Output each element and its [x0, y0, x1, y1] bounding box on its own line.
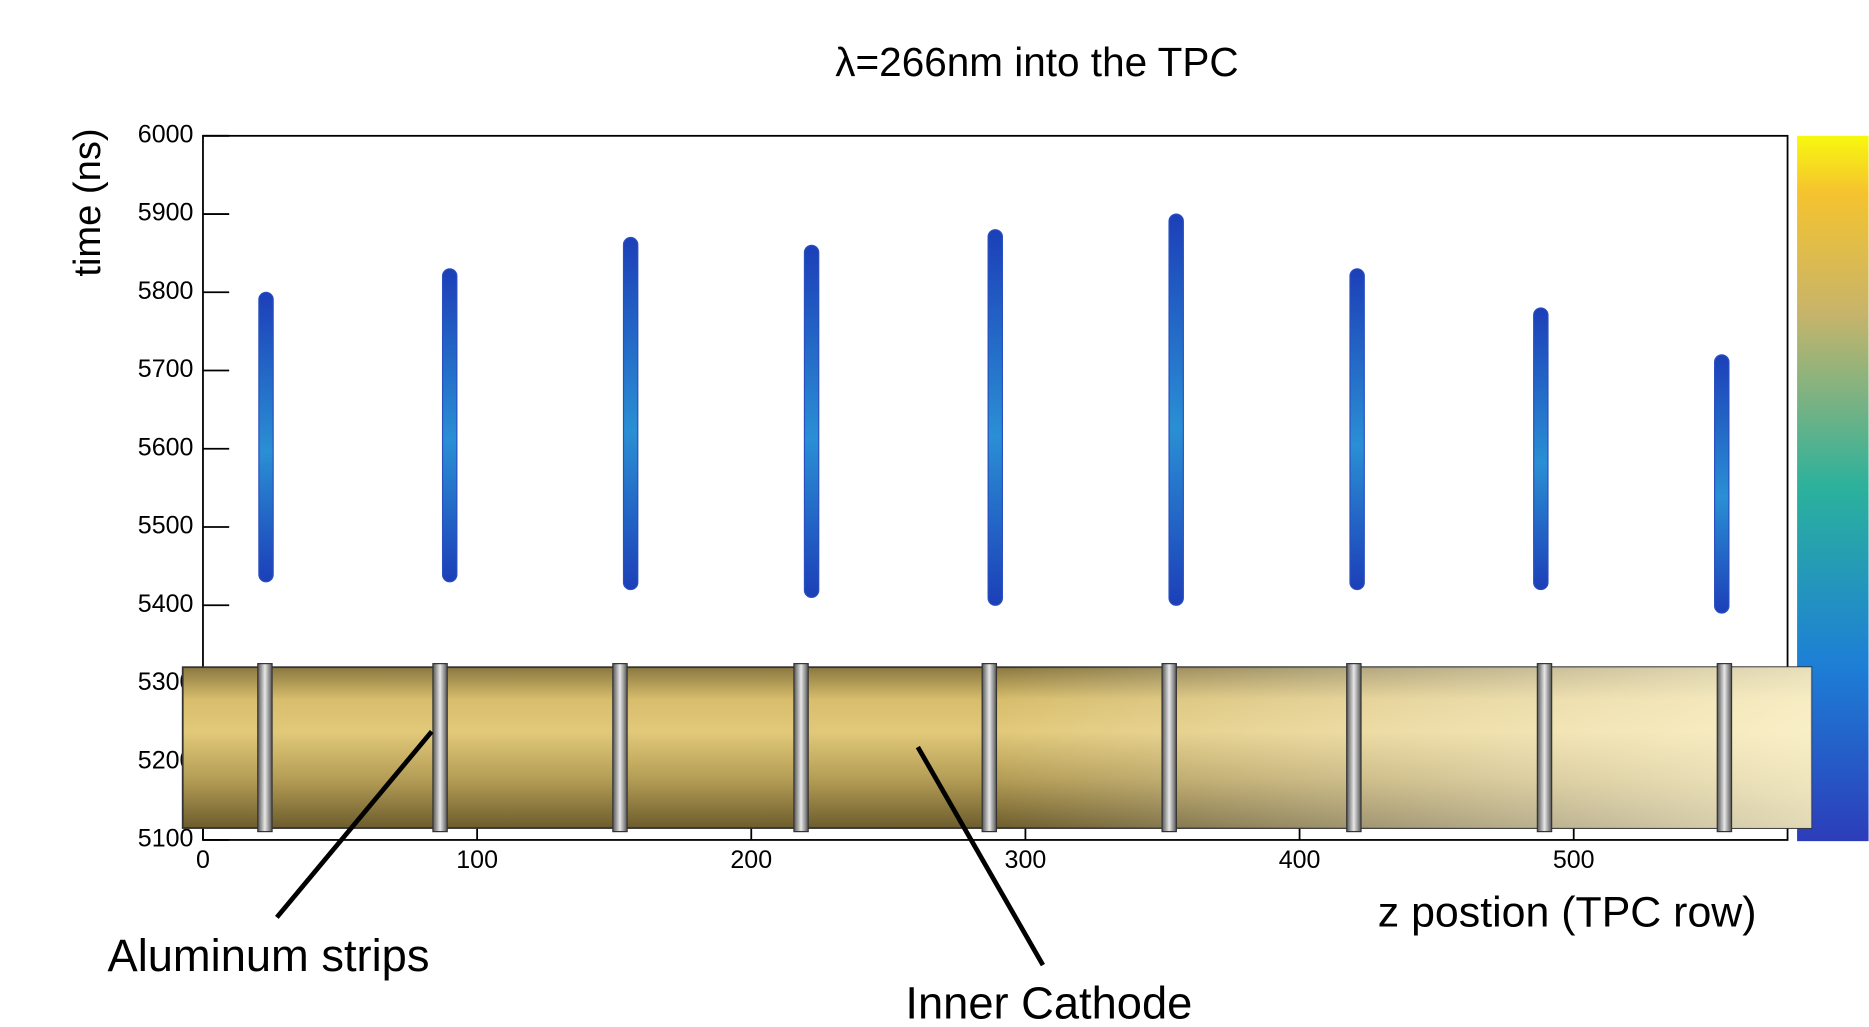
- annotation-arrow: [915, 745, 1045, 967]
- cluster: [1349, 268, 1365, 591]
- x-axis-label: z postion (TPC row): [1378, 888, 1757, 936]
- y-tick-label: 5800: [138, 277, 194, 305]
- aluminum-strip: [793, 663, 809, 833]
- aluminum-strip: [981, 663, 998, 833]
- aluminum-strip: [1346, 663, 1362, 833]
- y-tick-label: 6000: [138, 120, 194, 148]
- aluminum-strip: [1716, 663, 1733, 833]
- cluster: [622, 236, 639, 591]
- cluster: [987, 229, 1004, 606]
- x-tick-label: 0: [196, 846, 210, 874]
- aluminum-strip: [1536, 663, 1553, 833]
- plot-frame: [202, 134, 1789, 841]
- annotation: Aluminum strips: [108, 930, 430, 981]
- y-axis-label: time (ns): [66, 128, 109, 276]
- chart-title: λ=266nm into the TPC: [835, 39, 1238, 85]
- inner-cathode: [181, 663, 1813, 833]
- x-tick-label: 300: [1005, 846, 1047, 874]
- x-tick-label: 200: [730, 846, 772, 874]
- cluster: [258, 291, 274, 583]
- aluminum-strip: [612, 663, 628, 833]
- y-tick-label: 5900: [138, 199, 194, 227]
- aluminum-strip: [1161, 663, 1177, 833]
- y-tick-label: 5100: [138, 825, 194, 853]
- aluminum-strip: [257, 663, 273, 833]
- cluster: [1714, 354, 1730, 614]
- y-tick-label: 5500: [138, 512, 194, 540]
- y-tick-label: 5400: [138, 590, 194, 618]
- x-tick-label: 400: [1279, 846, 1321, 874]
- cluster: [441, 268, 458, 583]
- x-tick-label: 500: [1553, 846, 1595, 874]
- y-tick-label: 5600: [138, 433, 194, 461]
- y-tick-label: 5700: [138, 355, 194, 383]
- annotation-arrow: [275, 730, 434, 919]
- cluster: [1168, 213, 1184, 606]
- cluster: [803, 244, 820, 599]
- x-tick-label: 100: [456, 846, 498, 874]
- aluminum-strip: [432, 663, 448, 833]
- annotation: Inner Cathode: [905, 978, 1192, 1027]
- cluster: [1533, 307, 1549, 591]
